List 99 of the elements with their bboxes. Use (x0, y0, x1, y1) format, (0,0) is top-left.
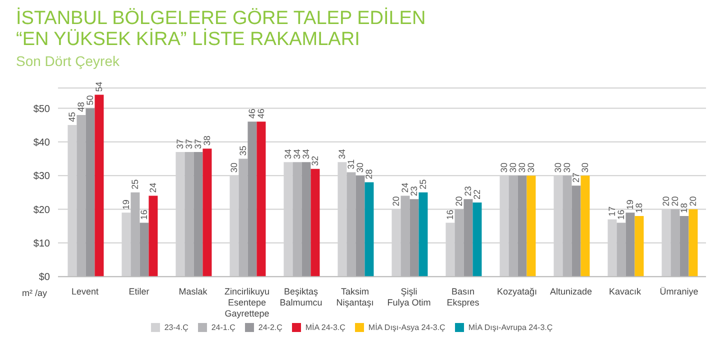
bar (194, 152, 203, 277)
data-label: 30 (499, 162, 510, 173)
data-label: 25 (130, 179, 140, 190)
data-label: 24 (400, 182, 410, 193)
bar (688, 209, 698, 277)
data-label: 34 (283, 149, 294, 160)
data-label: 16 (616, 210, 626, 220)
bar (634, 216, 644, 277)
bar (94, 94, 104, 277)
bar (256, 122, 266, 277)
y-tick-label: $30 (33, 171, 50, 182)
data-label: 30 (526, 162, 536, 173)
chart-title: İSTANBUL BÖLGELERE GÖRE TALEP EDİLEN “EN YÜKSEK KİRA” LİSTE RAKAMLARI (16, 8, 427, 50)
bar (626, 212, 635, 277)
data-label: 30 (517, 162, 528, 173)
y-tick-label: $20 (33, 204, 50, 216)
x-tick-label: Kavacık (608, 286, 642, 297)
bar (572, 186, 581, 277)
data-label: 30 (553, 162, 564, 173)
data-label: 23 (463, 186, 474, 196)
bar (248, 122, 257, 277)
y-tick-label: $50 (33, 104, 50, 115)
bar (140, 222, 149, 277)
legend-label: 24-1.Ç (211, 322, 236, 332)
x-tick-label: Taksim Nişantaşı (336, 286, 374, 308)
bar (410, 199, 419, 277)
x-tick-label: Kozyatağı (496, 286, 538, 297)
bar (86, 108, 95, 277)
data-label: 31 (346, 159, 356, 170)
data-label: 20 (391, 196, 402, 206)
data-label: 30 (562, 162, 572, 173)
data-label: 16 (139, 210, 150, 220)
legend-label: MİA Dışı-Asya 24-3.Ç (368, 322, 446, 332)
data-label: 18 (634, 202, 644, 213)
x-tick-label: Basın Ekspres (446, 286, 480, 308)
data-label: 16 (445, 210, 456, 220)
data-label: 17 (607, 206, 618, 216)
data-label: 54 (94, 82, 104, 92)
bar (302, 162, 311, 277)
data-label: 30 (355, 162, 366, 173)
data-label: 18 (679, 202, 690, 213)
data-label: 30 (508, 162, 518, 173)
data-label: 38 (202, 136, 212, 146)
data-label: 24 (148, 182, 158, 193)
y-tick-label: $10 (33, 238, 50, 250)
data-label: 48 (76, 102, 86, 112)
x-tick-label: Ümraniye (660, 286, 698, 297)
data-label: 46 (256, 108, 266, 119)
data-label: 20 (688, 196, 698, 206)
data-label: 20 (661, 196, 672, 206)
x-tick-label: Beşiktaş Balmumcu (280, 286, 322, 308)
bar (518, 176, 527, 277)
bar (310, 168, 320, 277)
data-label: 37 (184, 138, 194, 149)
legend-label: 24-2.Ç (258, 322, 282, 332)
data-label: 46 (247, 108, 258, 119)
bar (680, 216, 689, 277)
bar (418, 192, 428, 277)
data-label: 20 (454, 196, 464, 206)
data-label: 45 (67, 112, 78, 122)
data-label: 37 (175, 138, 186, 149)
data-label: 27 (571, 172, 582, 183)
data-label: 19 (625, 200, 636, 210)
data-label: 35 (238, 146, 248, 156)
bar (356, 176, 365, 277)
x-tick-label: Zincirlikuyu Esentepe Gayrettepe (224, 286, 270, 319)
legend-label: 23-4.Ç (164, 322, 188, 332)
x-tick-label: Altunizade (550, 286, 592, 297)
x-tick-label: Maslak (178, 286, 208, 297)
bar (464, 199, 473, 277)
x-tick-label: Etiler (128, 286, 150, 297)
data-label: 28 (364, 169, 374, 180)
data-label: 34 (301, 149, 312, 160)
bar (148, 196, 158, 277)
data-label: 34 (337, 149, 348, 160)
x-tick-label: Şişli Fulya Otim (387, 286, 431, 308)
chart-subtitle: Son Dört Çeyrek (15, 52, 120, 70)
data-label: 50 (85, 95, 96, 106)
text: m² /ay (22, 288, 48, 298)
data-label: 30 (580, 162, 590, 173)
bar (472, 202, 482, 277)
data-label: 37 (193, 138, 204, 149)
x-tick-label: Levent (71, 286, 100, 297)
y-tick-label: $40 (33, 137, 50, 148)
data-label: 32 (310, 156, 320, 166)
legend-label: MİA Dışı-Avrupa 24-3.Ç (468, 322, 553, 332)
y-tick-label: $0 (38, 272, 50, 284)
data-label: 30 (229, 162, 240, 173)
data-label: 19 (121, 200, 132, 210)
bar (202, 148, 212, 277)
data-label: 23 (409, 186, 420, 196)
data-label: 25 (418, 179, 428, 190)
data-label: 22 (472, 189, 482, 200)
bar (364, 182, 374, 277)
data-label: 34 (292, 149, 302, 160)
bar (580, 176, 590, 277)
bar (526, 176, 536, 277)
data-label: 20 (670, 196, 680, 206)
legend-label: MİA 24-3.Ç (305, 322, 346, 332)
